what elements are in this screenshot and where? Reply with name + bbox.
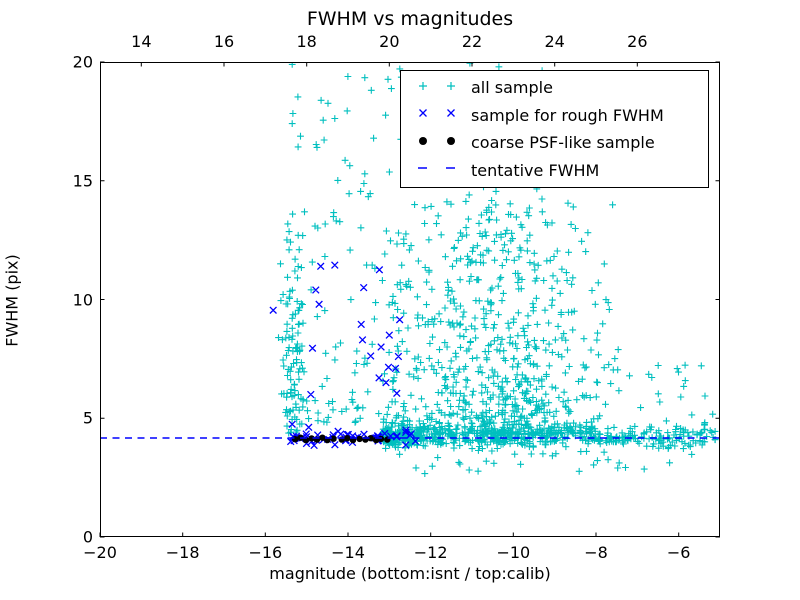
y-axis-label: FWHM (pix) [2, 254, 22, 347]
tick-label: 10 [72, 290, 93, 309]
tick-label: −10 [496, 543, 531, 562]
tick-label: −18 [165, 543, 200, 562]
legend-label: sample for rough FWHM [471, 105, 664, 125]
plus-marker-icon [411, 76, 461, 100]
axis-tick-marks [99, 61, 720, 538]
tick-label: −8 [584, 543, 608, 562]
dashed-line-icon [411, 158, 461, 182]
chart-title: FWHM vs magnitudes [306, 8, 514, 30]
tick-label: 0 [82, 527, 93, 547]
tick-label: 24 [544, 32, 565, 51]
tick-label: −20 [83, 543, 117, 562]
tick-label: −16 [248, 543, 283, 562]
legend-label: all sample [471, 78, 553, 98]
legend-entry-psf-like: coarse PSF-like sample [411, 129, 708, 156]
tick-label: −6 [666, 543, 691, 562]
tick-label: −12 [413, 543, 448, 562]
tick-label: 20 [379, 32, 400, 51]
legend: all sample sample for rough FWHM coarse … [400, 70, 709, 188]
tick-label: 22 [461, 32, 483, 51]
x-marker-icon [411, 103, 461, 127]
legend-label: coarse PSF-like sample [471, 133, 655, 153]
plot-area [100, 62, 720, 477]
tick-label: 16 [213, 32, 235, 51]
tick-label: 18 [296, 32, 317, 51]
tick-label: 26 [627, 32, 648, 51]
tick-label: 5 [82, 408, 93, 428]
tick-label: −14 [331, 543, 365, 562]
legend-entry-all-sample: all sample [411, 74, 708, 101]
legend-entry-tentative-fwhm: tentative FWHM [411, 157, 708, 184]
legend-entry-rough-fwhm: sample for rough FWHM [411, 102, 708, 129]
tick-label: 14 [131, 32, 152, 51]
x-axis-label: magnitude (bottom:isnt / top:calib) [269, 564, 551, 583]
dot-marker-icon [411, 131, 461, 155]
tick-label: 20 [72, 52, 93, 72]
tick-label: 15 [72, 171, 93, 191]
legend-label: tentative FWHM [471, 160, 600, 180]
